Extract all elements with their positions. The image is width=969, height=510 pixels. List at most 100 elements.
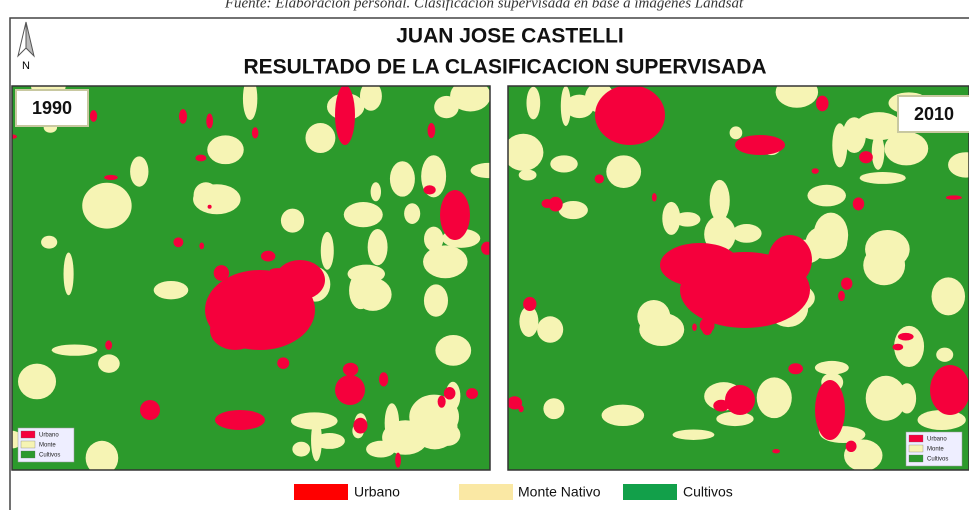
year-label: 2010 [914,104,954,124]
monte-patch [936,347,954,362]
monte-patch [314,432,345,449]
monte-patch [85,440,119,470]
monte-patch [674,212,701,227]
monte-patch [917,409,966,430]
monte-patch [948,152,969,178]
urbano-patch [89,110,98,122]
urbano-patch [735,135,785,155]
small-legend-swatch [20,430,36,439]
monte-patch [354,278,392,311]
monte-patch [450,86,490,112]
monte-patch [193,182,219,208]
urbano-patch [277,357,290,369]
urbano-patch [353,417,368,434]
monte-patch [320,231,334,270]
north-arrow: N [17,21,35,72]
urbano-patch [215,410,265,430]
monte-patch [564,94,594,119]
monte-patch [871,133,885,170]
monte-patch [672,429,715,440]
urbano-patch [260,250,276,262]
urbano-patch [140,400,160,420]
monte-patch [435,334,472,366]
urbano-patch [199,242,205,250]
urbano-patch [838,290,845,302]
monte-patch [51,344,98,356]
urbano-patch [395,452,401,468]
monte-patch [558,200,588,220]
urbano-patch [210,310,260,350]
monte-patch [601,404,645,427]
monte-patch [716,411,754,427]
urbano-patch [725,385,755,415]
monte-patch [639,312,685,347]
monte-patch [807,184,846,207]
map-1990: 1990 Urbano Monte Cultivos [11,85,491,471]
monte-patch [855,112,903,141]
monte-patch [884,131,929,166]
monte-patch [98,354,120,373]
urbano-patch [852,197,865,211]
urbano-patch [342,362,359,377]
urbano-patch [104,174,118,181]
monte-patch [606,155,642,188]
urbano-patch [440,190,470,240]
monte-patch [931,277,966,316]
year-label: 1990 [32,98,72,118]
monte-patch [537,316,564,343]
monte-patch [382,420,429,455]
map-content [12,86,490,470]
monte-patch [63,252,74,296]
monte-patch [41,235,58,249]
monte-patch [508,133,544,171]
monte-patch [292,441,311,457]
urbano-patch [206,113,214,129]
urbano-patch [945,195,962,200]
urbano-patch [178,109,188,124]
monte-patch [813,212,849,258]
map-2010: 2010 Urbano Monte Cultivos [507,85,969,471]
legend-label: Urbano [354,484,400,500]
urbano-patch [523,296,537,312]
urbano-patch [443,387,456,400]
urbano-patch [251,127,259,139]
monte-patch [775,86,819,108]
monte-patch [859,172,906,184]
monte-patch [18,363,57,400]
urbano-patch [335,375,365,405]
monte-patch [280,208,305,233]
urbano-patch [379,372,389,387]
small-legend-label: Monte [927,447,944,453]
monte-patch [756,377,792,419]
legend: Urbano Monte Nativo Cultivos [294,484,733,500]
monte-patch [207,135,244,165]
urbano-patch [815,380,845,440]
urbano-patch [105,340,113,350]
monte-patch [865,375,907,421]
urbano-patch [548,196,563,212]
urbano-patch [841,277,853,290]
monte-patch [343,202,383,228]
legend-swatch-cultivos [623,484,677,500]
monte-patch [423,245,468,279]
urbano-patch [816,95,829,112]
urbano-patch [772,449,780,454]
urbano-patch [594,174,604,184]
small-legend-label: Cultivos [39,453,60,459]
monte-patch [404,203,421,224]
urbano-patch [595,86,665,145]
urbano-patch [12,134,18,139]
small-legend-swatch [908,434,924,443]
monte-patch [863,245,906,286]
map-content [508,86,969,470]
urbano-patch [437,395,446,408]
urbano-patch [660,243,740,287]
monte-patch [709,179,730,222]
monte-patch [347,264,386,284]
caption: Fuente: Elaboración personal. Clasificac… [224,0,744,11]
monte-patch [130,156,149,187]
urbano-patch [892,343,904,351]
urbano-patch [768,235,812,285]
monte-patch [550,155,578,173]
monte-patch [153,280,189,300]
